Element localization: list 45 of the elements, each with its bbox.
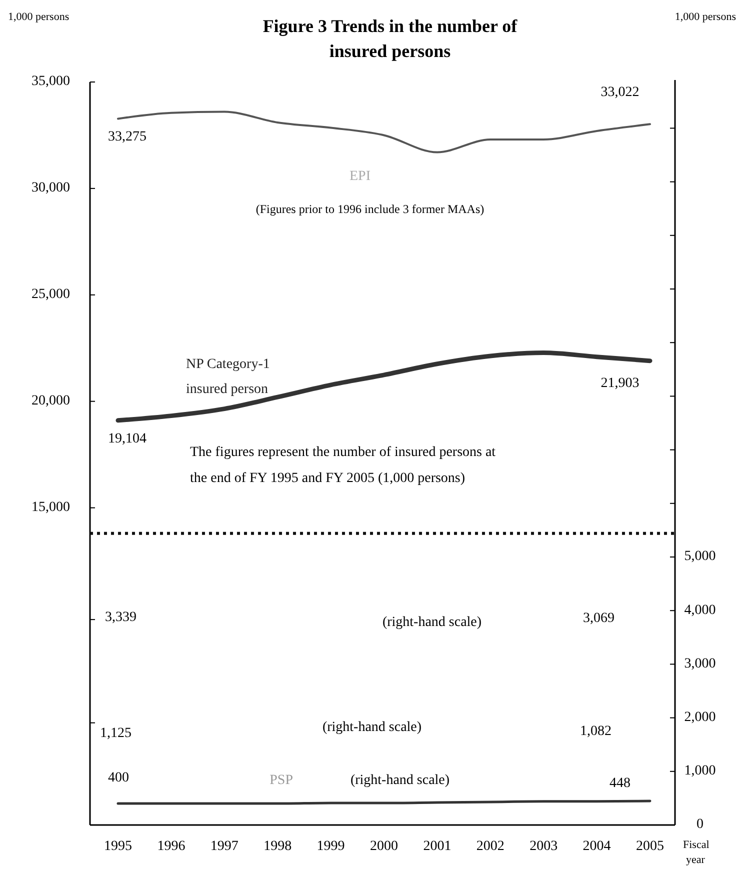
x-tick-label: 1999 bbox=[316, 839, 345, 854]
x-tick-label: 2003 bbox=[530, 839, 558, 854]
y2-tick-label: 1,000 bbox=[684, 764, 716, 779]
y-tick-label: 35,000 bbox=[32, 74, 70, 90]
data-label: 21,903 bbox=[600, 376, 640, 391]
annotation: 3,069 bbox=[583, 611, 614, 626]
annotation: (right-hand scale) bbox=[382, 615, 482, 630]
y2-tick-label: 3,000 bbox=[684, 656, 716, 672]
y2-axis-title: 1,000 persons bbox=[674, 11, 736, 23]
annotation: (right-hand scale) bbox=[322, 720, 422, 735]
annotation: (Figures prior to 1996 include 3 former MAAs) bbox=[256, 202, 484, 216]
y2-tick-label: 0 bbox=[696, 817, 704, 832]
annotation: The figures represent the number of insured persons at the end of FY 1995 and FY 2005 (1,000 persons) bbox=[190, 445, 496, 486]
x-tick-label: 1996 bbox=[157, 839, 186, 854]
x-tick-label: 2004 bbox=[582, 839, 611, 854]
chart-title: Figure 3 Trends in the number of insured persons bbox=[262, 16, 518, 61]
y-tick-label: 25,000 bbox=[32, 287, 70, 302]
x-tick-label: 1997 bbox=[210, 839, 238, 854]
y-axis-title: 1,000 persons bbox=[8, 11, 70, 23]
annotation: (right-hand scale) bbox=[350, 773, 450, 788]
data-label: 19,104 bbox=[108, 431, 146, 446]
y2-tick-label: 2,000 bbox=[684, 710, 716, 726]
series-label: PSP bbox=[270, 773, 294, 788]
y2-tick-label: 4,000 bbox=[684, 602, 716, 618]
text: EPI bbox=[350, 169, 371, 184]
y2-tick-label: 5,000 bbox=[684, 549, 716, 564]
data-label: 400 bbox=[108, 770, 129, 786]
data-label: 33,275 bbox=[108, 130, 146, 145]
x-tick-label: 2000 bbox=[370, 839, 398, 854]
x-axis-title: Fiscal year bbox=[683, 839, 710, 866]
x-tick-label: 2002 bbox=[476, 839, 504, 854]
data-label: 448 bbox=[610, 776, 630, 791]
line-series bbox=[116, 350, 652, 423]
x-tick-label: 2001 bbox=[423, 839, 452, 854]
data-label: 33,022 bbox=[600, 85, 640, 100]
y-tick-label: 30,000 bbox=[32, 180, 70, 196]
x-tick-label: 1998 bbox=[264, 839, 292, 854]
annotation: 1,125 bbox=[100, 726, 132, 741]
x-tick-label: 1995 bbox=[104, 839, 132, 854]
y-tick-label: 20,000 bbox=[32, 394, 70, 409]
x-tick-label: 2005 bbox=[636, 839, 664, 854]
annotation: 1,082 bbox=[580, 724, 612, 739]
annotation: 3,339 bbox=[105, 610, 136, 625]
y-tick-label: 15,000 bbox=[32, 500, 70, 516]
series-label: NP Category-1 insured person bbox=[186, 357, 270, 397]
